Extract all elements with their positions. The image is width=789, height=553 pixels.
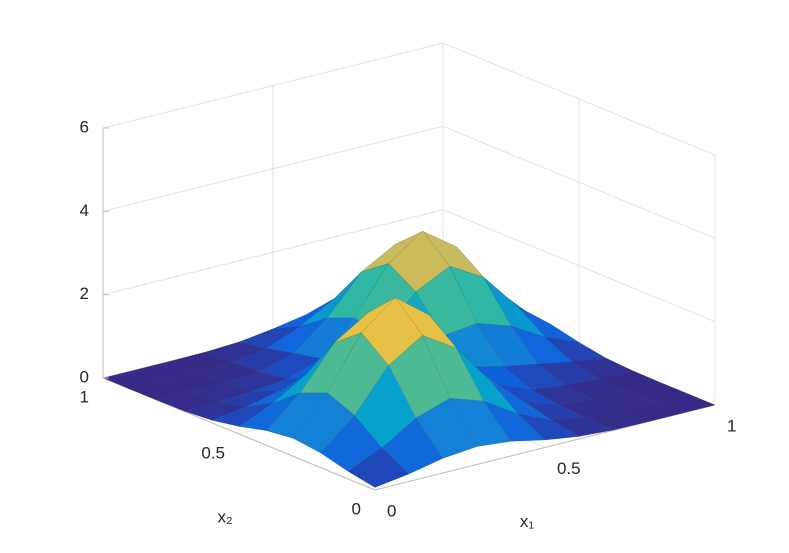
surface-face	[415, 398, 478, 459]
surface-face	[238, 392, 301, 431]
grid-line	[102, 209, 716, 323]
y-tick-label: 0.5	[201, 443, 225, 462]
surface-face	[157, 391, 219, 412]
surface-face	[265, 317, 328, 354]
z-tick-label: 4	[80, 201, 89, 220]
grid-line	[102, 125, 716, 239]
z-tick-label: 0	[80, 367, 89, 386]
surface-face	[327, 332, 389, 416]
y-tick-label: 0	[352, 499, 361, 518]
surface-face	[293, 317, 355, 359]
y-axis-label: x₂	[217, 507, 232, 526]
surface-face	[381, 417, 444, 475]
surface-face	[204, 341, 267, 363]
x-tick-label: 0	[387, 501, 396, 520]
surface-face	[558, 398, 621, 418]
surface-face	[449, 398, 512, 447]
surface-face	[585, 410, 648, 431]
surface-face	[293, 392, 355, 454]
surface-face	[483, 277, 546, 338]
surface-face	[347, 447, 410, 488]
x-axis-label: x₁	[520, 512, 535, 531]
x-tick-label: 1	[727, 416, 736, 435]
x-tick-label: 0.5	[557, 459, 581, 478]
z-tick-label: 6	[80, 117, 89, 136]
y-tick-label: 1	[80, 387, 89, 406]
surface-face	[265, 392, 328, 439]
surface-face	[483, 400, 546, 442]
z-tick-label: 2	[80, 284, 89, 303]
grid-line	[102, 42, 716, 156]
